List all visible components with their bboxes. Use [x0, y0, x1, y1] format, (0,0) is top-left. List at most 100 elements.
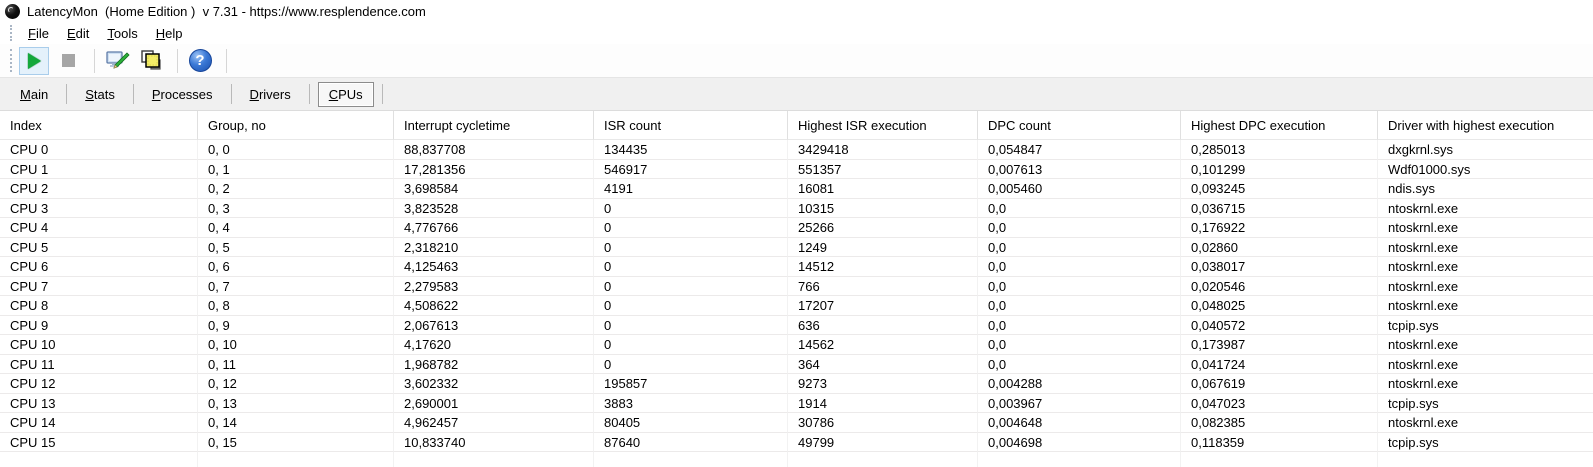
table-cell: 0,173987 [1180, 335, 1377, 355]
table-cell: 0, 2 [197, 179, 393, 199]
stop-monitor-button[interactable] [53, 47, 83, 75]
table-row[interactable]: CPU 2 0, 2 3,698584 4191 16081 0,005460 0,0932… [0, 179, 1593, 199]
table-row[interactable]: CPU 4 0, 4 4,776766 0 25266 0,0 0,176922 ntoskr… [0, 218, 1593, 238]
table-cell: 0, 10 [197, 335, 393, 355]
start-monitor-button[interactable] [19, 46, 49, 75]
tab-processes[interactable]: Processes [142, 83, 223, 106]
table-cell: 2,690001 [393, 393, 593, 413]
table-row[interactable]: CPU 7 0, 7 2,279583 0 766 0,0 0,020546 ntoskrnl… [0, 276, 1593, 296]
table-cell: 10,833740 [393, 432, 593, 452]
view-processes-button[interactable] [136, 47, 166, 75]
menu-edit[interactable]: Edit [58, 24, 98, 43]
table-row[interactable]: CPU 13 0, 13 2,690001 3883 1914 0,003967 0,047… [0, 393, 1593, 413]
column-header[interactable]: ISR count [593, 111, 787, 140]
menu-tools-label: ools [113, 25, 138, 41]
table-cell: 0,048025 [1180, 296, 1377, 316]
toolbar-gripper [10, 25, 13, 41]
menu-bar: File Edit Tools Help [0, 22, 1593, 44]
help-button[interactable]: ? [185, 47, 215, 75]
table-cell: 0,005460 [977, 179, 1180, 199]
table-row[interactable]: CPU 3 0, 3 3,823528 0 10315 0,0 0,036715 ntoskr… [0, 198, 1593, 218]
table-row[interactable]: CPU 0 0, 0 88,837708 134435 3429418 0,054847 0… [0, 140, 1593, 160]
table-cell: 14512 [787, 257, 977, 277]
column-header[interactable]: Index [0, 111, 197, 140]
table-cell: CPU 9 [0, 316, 197, 335]
table-cell: 4191 [593, 179, 787, 199]
table-cell: 0 [593, 218, 787, 238]
menu-help[interactable]: Help [147, 24, 192, 43]
table-cell: 0 [593, 335, 787, 355]
menu-help-label: elp [165, 25, 183, 41]
table-cell: CPU 6 [0, 257, 197, 277]
table-row[interactable]: CPU 12 0, 12 3,602332 195857 9273 0,004288 0,0… [0, 374, 1593, 394]
table-cell: 0, 12 [197, 374, 393, 394]
column-header[interactable]: Highest ISR execution [787, 111, 977, 140]
menu-tools[interactable]: Tools [98, 24, 146, 43]
column-header[interactable]: Interrupt cycletime [393, 111, 593, 140]
table-cell: 10315 [787, 198, 977, 218]
table-row[interactable]: CPU 1 0, 1 17,281356 546917 551357 0,007613 0,… [0, 159, 1593, 179]
table-cell: 0,0 [977, 218, 1180, 238]
tab-stats-label: tats [93, 86, 115, 102]
table-cell: 0,082385 [1180, 413, 1377, 433]
tab-stats-accel: S [85, 86, 94, 102]
tab-separator [230, 84, 232, 104]
options-button[interactable] [102, 47, 132, 75]
filler-cell [1180, 452, 1377, 467]
tab-drivers[interactable]: Drivers [240, 83, 301, 106]
menu-help-accel: H [155, 25, 166, 41]
table-cell: ntoskrnl.exe [1377, 257, 1593, 277]
table-cell: 17207 [787, 296, 977, 316]
table-cell: 0, 9 [197, 315, 393, 335]
tab-main[interactable]: Main [10, 83, 58, 106]
window-title: LatencyMon (Home Edition ) v 7.31 - http… [27, 3, 426, 19]
tab-drivers-label: rivers [258, 86, 291, 102]
menu-edit-label: dit [75, 25, 90, 41]
table-row[interactable]: CPU 5 0, 5 2,318210 0 1249 0,0 0,02860 ntoskrnl… [0, 237, 1593, 257]
table-cell: 0 [593, 257, 787, 277]
table-cell: 14562 [787, 335, 977, 355]
table-cell: ntoskrnl.exe [1377, 218, 1593, 238]
table-cell: 9273 [787, 374, 977, 394]
table-cell: Wdf01000.sys [1377, 159, 1593, 179]
table-cell: CPU 15 [0, 433, 197, 452]
table-cell: 0,0 [977, 315, 1180, 335]
filler-cell [977, 452, 1180, 467]
table-cell: 0 [593, 237, 787, 257]
table-cell: 0,054847 [977, 140, 1180, 160]
table-cell: 1249 [787, 237, 977, 257]
table-cell: CPU 11 [0, 355, 197, 374]
table-row[interactable]: CPU 9 0, 9 2,067613 0 636 0,0 0,040572 tcpip.sy… [0, 315, 1593, 335]
column-header[interactable]: Highest DPC execution [1180, 111, 1377, 140]
table-cell: 0,0 [977, 335, 1180, 355]
table-cell: ntoskrnl.exe [1377, 198, 1593, 218]
cpu-table-header: Index Group, no Interrupt cycletime ISR cou… [0, 111, 1593, 140]
column-header[interactable]: DPC count [977, 111, 1180, 140]
table-cell: 0, 4 [197, 218, 393, 238]
table-cell: 0,007613 [977, 159, 1180, 179]
menu-edit-accel: E [66, 25, 76, 41]
table-row[interactable]: CPU 10 0, 10 4,17620 0 14562 0,0 0,173987 ntosk… [0, 335, 1593, 355]
cpu-table: Index Group, no Interrupt cycletime ISR cou… [0, 110, 1593, 467]
table-row[interactable]: CPU 14 0, 14 4,962457 80405 30786 0,004648 0,0… [0, 413, 1593, 433]
table-cell: CPU 12 [0, 374, 197, 394]
column-header[interactable]: Driver with highest execution [1377, 111, 1593, 140]
tab-cpus[interactable]: CPUs [317, 81, 374, 107]
table-cell: CPU 8 [0, 296, 197, 316]
table-cell: 80405 [593, 413, 787, 433]
table-cell: 0,02860 [1180, 237, 1377, 257]
toolbar-gripper [10, 48, 13, 73]
table-row[interactable]: CPU 11 0, 11 1,968782 0 364 0,0 0,041724 ntoskr… [0, 354, 1593, 374]
table-row[interactable]: CPU 15 0, 15 10,833740 87640 49799 0,004698 0,… [0, 432, 1593, 452]
menu-file[interactable]: File [19, 24, 58, 43]
tab-stats[interactable]: Stats [75, 83, 125, 106]
table-cell: 0, 14 [197, 413, 393, 433]
table-cell: tcpip.sys [1377, 393, 1593, 413]
table-cell: 0,0 [977, 354, 1180, 374]
column-header[interactable]: Group, no [197, 111, 393, 140]
tab-separator [381, 84, 383, 104]
toolbar-separator [177, 48, 178, 73]
table-cell: 0, 3 [197, 198, 393, 218]
table-row[interactable]: CPU 6 0, 6 4,125463 0 14512 0,0 0,038017 ntoskr… [0, 257, 1593, 277]
table-row[interactable]: CPU 8 0, 8 4,508622 0 17207 0,0 0,048025 ntoskr… [0, 296, 1593, 316]
